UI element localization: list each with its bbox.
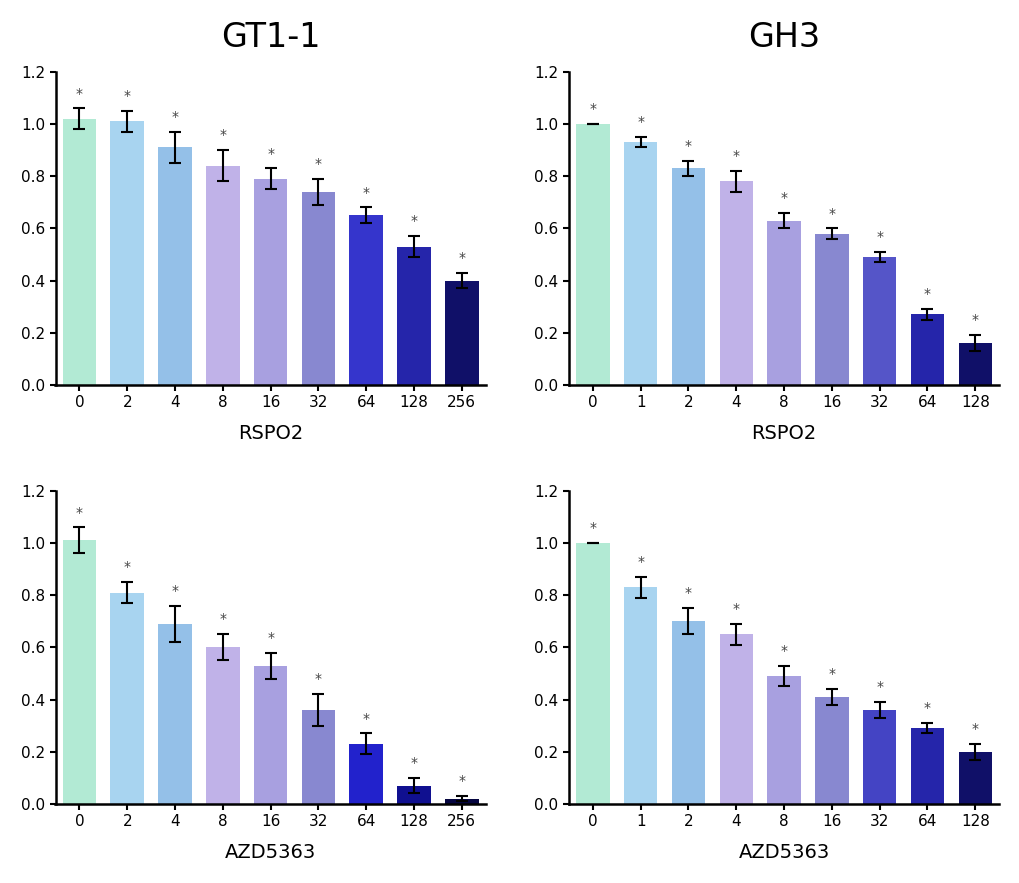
Text: *: * [75,506,83,519]
Text: *: * [458,251,465,265]
Text: *: * [315,673,322,686]
Bar [254,666,287,804]
Title: GH3: GH3 [747,21,819,54]
Bar [62,119,96,385]
Bar [910,728,944,804]
Text: *: * [171,584,178,598]
Text: *: * [685,139,691,153]
Bar [158,147,192,385]
Text: *: * [971,313,978,328]
Text: *: * [315,157,322,171]
Bar [718,634,752,804]
Bar [110,592,144,804]
Bar [910,314,944,385]
Bar [206,647,239,804]
Bar [862,257,896,385]
Bar [444,281,478,385]
Bar [814,234,848,385]
Bar [814,697,848,804]
Text: *: * [75,87,83,101]
Text: *: * [410,215,417,229]
Text: *: * [827,207,835,221]
Text: *: * [458,774,465,789]
Text: *: * [875,230,882,244]
Text: *: * [971,722,978,736]
Bar [766,676,800,804]
Bar [624,142,657,385]
Bar [766,221,800,385]
Bar [206,166,239,385]
Text: *: * [923,287,930,301]
Bar [396,786,430,804]
Text: *: * [685,586,691,600]
Bar [396,246,430,385]
Bar [350,743,382,804]
Text: *: * [589,102,596,117]
Text: *: * [219,128,226,142]
Text: *: * [123,561,130,574]
Bar [576,543,609,804]
Text: *: * [219,613,226,626]
Text: *: * [780,644,787,658]
Bar [62,540,96,804]
Text: *: * [732,602,739,616]
Text: *: * [123,89,130,103]
Bar [302,192,335,385]
Text: *: * [637,115,644,129]
Bar [624,587,657,804]
Bar [350,215,382,385]
Text: *: * [732,149,739,163]
Text: *: * [267,630,274,645]
Bar [444,798,478,804]
Text: *: * [827,668,835,682]
X-axis label: AZD5363: AZD5363 [225,843,316,862]
Text: *: * [363,712,369,726]
X-axis label: RSPO2: RSPO2 [751,424,816,443]
Bar [672,169,704,385]
Text: *: * [267,147,274,161]
Text: *: * [410,756,417,770]
Text: *: * [780,191,787,205]
Text: *: * [923,701,930,715]
Bar [158,624,192,804]
Bar [576,124,609,385]
Text: *: * [589,521,596,535]
X-axis label: RSPO2: RSPO2 [237,424,303,443]
Bar [302,710,335,804]
Text: *: * [363,185,369,200]
Bar [958,343,991,385]
Bar [718,181,752,385]
Bar [254,178,287,385]
Bar [862,710,896,804]
Text: *: * [171,110,178,124]
Text: *: * [637,555,644,569]
Bar [958,751,991,804]
Bar [672,622,704,804]
Title: GT1-1: GT1-1 [221,21,320,54]
Text: *: * [875,680,882,694]
Bar [110,121,144,385]
X-axis label: AZD5363: AZD5363 [738,843,828,862]
